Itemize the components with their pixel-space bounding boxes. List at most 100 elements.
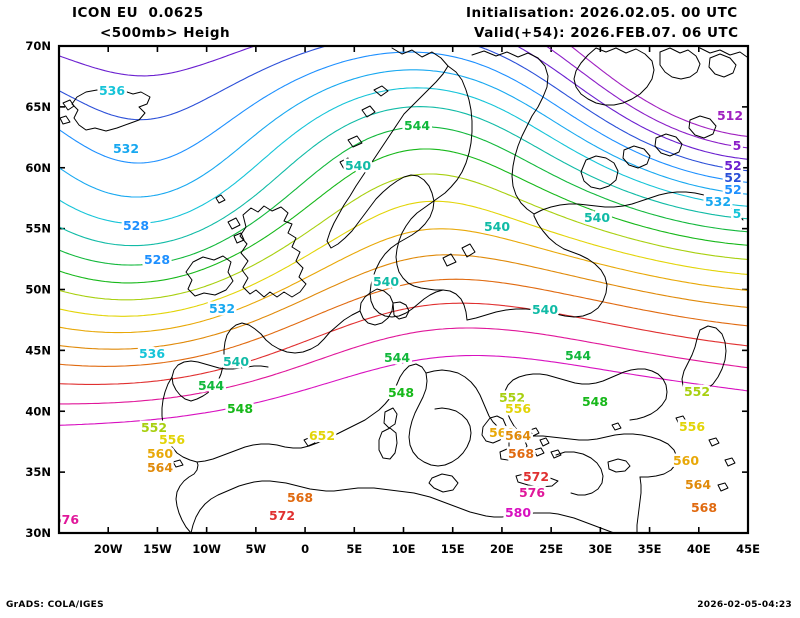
contour-label-halo: 564	[685, 477, 711, 492]
contour-line-560	[59, 228, 748, 334]
contour-label: 540	[584, 210, 610, 225]
contour-line-516	[545, 46, 748, 149]
contour-label-halo: 5	[733, 206, 742, 221]
contour-label: 544	[384, 350, 410, 365]
contour-label: 544	[198, 378, 224, 393]
contour-line-532	[59, 69, 748, 198]
contour-label-halo: 548	[582, 394, 608, 409]
contour-label-halo: 544	[384, 350, 410, 365]
contour-label-halo: 52	[724, 158, 741, 173]
contour-label-halo: 552	[141, 420, 167, 435]
contour-label: 5	[733, 206, 742, 221]
contour-line-580	[59, 354, 748, 426]
contour-label: 552	[141, 420, 167, 435]
x-axis-tick-label: 10W	[192, 542, 221, 556]
contour-line-544	[59, 126, 748, 266]
contour-label-halo: 572	[523, 469, 549, 484]
contour-label: 544	[404, 118, 430, 133]
contour-label: 556	[679, 419, 705, 434]
contour-label-halo: 560	[489, 425, 515, 440]
contour-label: 536	[99, 83, 125, 98]
contour-label: 548	[388, 385, 414, 400]
x-axis-tick-label: 35E	[638, 542, 662, 556]
y-axis-tick-label: 30N	[25, 526, 51, 540]
contour-label: 532	[705, 194, 731, 209]
contour-label: 552	[499, 390, 525, 405]
contour-line-520	[516, 46, 748, 160]
contour-label-halo: 580	[505, 505, 531, 520]
contour-label-halo: 532	[705, 194, 731, 209]
contour-label-halo: 532	[113, 141, 139, 156]
x-axis-tick-label: 20W	[94, 542, 123, 556]
contour-label-halo: 540	[584, 210, 610, 225]
x-axis-tick-label: 25E	[539, 542, 563, 556]
contour-label-halo: 548	[227, 401, 253, 416]
contour-line-568	[59, 278, 748, 367]
contour-lines	[59, 46, 748, 426]
axis-tick-labels: 20W 15W 10W 5W 0 5E 10E 15E 20E 25E 30E 35E 40E 45E 70…	[25, 39, 760, 556]
contour-label: 540	[373, 274, 399, 289]
contour-label-halo: 552	[684, 384, 710, 399]
map-svg: 20W 15W 10W 5W 0 5E 10E 15E 20E 25E 30E 35E 40E 45E 70…	[25, 39, 760, 556]
contour-value-labels: 5365365325325285285285285325325365365405…	[53, 81, 746, 530]
contour-line-524	[59, 46, 327, 121]
x-axis-tick-label: 30E	[588, 542, 612, 556]
contour-label: 528	[144, 252, 170, 267]
contour-label: 580	[505, 505, 531, 520]
contour-label-halo: 540	[484, 219, 510, 234]
y-axis-tick-label: 45N	[25, 343, 51, 357]
contour-line-528	[59, 51, 748, 183]
contour-label-halo: 540	[223, 354, 249, 369]
valid-time-label: Valid(+54): 2026.FEB.07. 06 UTC	[474, 25, 739, 41]
render-timestamp: 2026-02-05-04:23	[697, 600, 792, 610]
contour-label: 568	[691, 500, 717, 515]
contour-label: 540	[345, 158, 371, 173]
contour-line-548	[59, 148, 748, 284]
contour-label: 5	[733, 138, 742, 153]
contour-label: 572	[523, 469, 549, 484]
contour-label-halo: 540	[345, 158, 371, 173]
y-axis-tick-label: 50N	[25, 283, 51, 297]
contour-label: 52	[724, 182, 741, 197]
y-axis-tick-label: 70N	[25, 39, 51, 53]
contour-label: 540	[532, 302, 558, 317]
contour-label: 568	[287, 490, 313, 505]
contour-label: 548	[582, 394, 608, 409]
grads-credit: GrADS: COLA/IGES	[6, 600, 104, 610]
contour-label-halo: 512	[717, 108, 743, 123]
x-axis-tick-label: 5E	[346, 542, 362, 556]
x-axis-tick-label: 40E	[687, 542, 711, 556]
contour-label: 528	[123, 218, 149, 233]
contour-label-halo: 560	[147, 446, 173, 461]
x-axis-tick-label: 0	[301, 542, 309, 556]
y-axis-tick-label: 35N	[25, 465, 51, 479]
contour-line-576	[59, 327, 748, 405]
contour-label: 556	[505, 401, 531, 416]
contour-label: 572	[269, 508, 295, 523]
y-axis-tick-label: 65N	[25, 100, 51, 114]
contour-line-552	[59, 173, 748, 301]
contour-label: 568	[508, 446, 534, 461]
contour-label-halo: 576	[53, 512, 79, 527]
contour-line-524	[477, 46, 748, 172]
contour-label-halo: 564	[147, 460, 173, 475]
contour-label-halo: 560	[673, 453, 699, 468]
contour-label: 552	[684, 384, 710, 399]
contour-line-536	[59, 87, 748, 225]
field-title: <500mb> Heigh	[100, 25, 231, 41]
x-axis-tick-label: 15E	[441, 542, 465, 556]
contour-label: 564	[685, 477, 711, 492]
contour-label-halo: 544	[404, 118, 430, 133]
contour-label: 560	[147, 446, 173, 461]
contour-label: 560	[489, 425, 515, 440]
contour-label: 544	[565, 348, 591, 363]
contour-line-540	[59, 106, 748, 247]
contour-label-halo: 568	[287, 490, 313, 505]
contour-label-halo: 536	[99, 83, 125, 98]
contour-label-halo: 5	[733, 138, 742, 153]
contour-label: 540	[484, 219, 510, 234]
contour-label: 512	[717, 108, 743, 123]
contour-label-halo: 556	[679, 419, 705, 434]
contour-line-556	[59, 200, 748, 317]
